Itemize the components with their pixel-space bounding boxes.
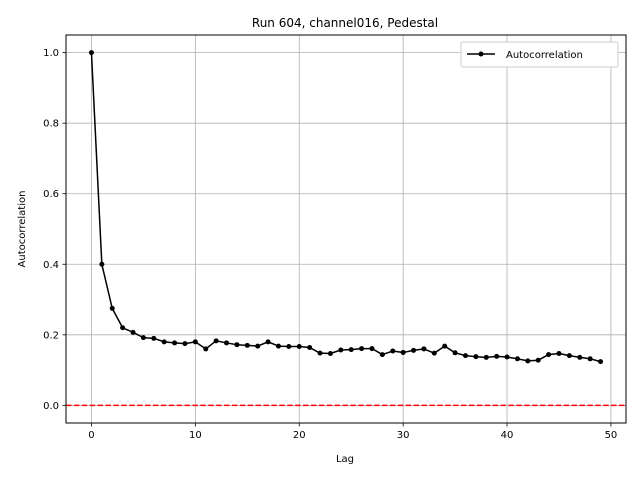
- data-point: [598, 359, 604, 365]
- data-point: [88, 50, 94, 56]
- x-axis-label: Lag: [336, 454, 354, 465]
- data-point: [172, 340, 178, 346]
- data-point: [483, 354, 489, 360]
- data-point: [452, 350, 458, 356]
- x-tick-label: 20: [293, 430, 306, 441]
- y-tick-label: 0.8: [43, 119, 59, 130]
- x-tick-label: 10: [189, 430, 202, 441]
- data-point: [161, 339, 167, 345]
- data-point: [577, 354, 583, 360]
- data-point: [546, 352, 552, 358]
- y-axis-label: Autocorrelation: [17, 191, 28, 268]
- series-layer: [88, 50, 604, 365]
- data-point: [203, 346, 209, 352]
- data-point: [182, 341, 188, 347]
- legend: Autocorrelation: [460, 41, 619, 68]
- data-point: [307, 345, 313, 351]
- chart-title: Run 604, channel016, Pedestal: [252, 16, 438, 30]
- data-point: [566, 353, 572, 359]
- legend-box: [460, 41, 619, 68]
- data-point: [504, 354, 510, 360]
- data-point: [535, 357, 541, 363]
- data-point: [99, 261, 105, 267]
- x-axis-ticks: 0 10 20 30 40 50: [88, 423, 617, 441]
- x-tick-label: 30: [397, 430, 410, 441]
- data-point: [525, 358, 531, 364]
- data-point: [390, 348, 396, 354]
- data-point: [120, 325, 126, 331]
- legend-marker: [478, 51, 484, 57]
- data-point: [462, 353, 468, 359]
- data-point: [400, 349, 406, 355]
- data-point: [338, 347, 344, 353]
- data-point: [421, 346, 427, 352]
- y-tick-label: 0.0: [43, 401, 59, 412]
- data-point: [442, 343, 448, 349]
- y-tick-label: 0.2: [43, 330, 59, 341]
- y-tick-label: 0.4: [43, 260, 59, 271]
- grid: [66, 35, 626, 423]
- x-tick-label: 50: [605, 430, 618, 441]
- data-point: [224, 340, 230, 346]
- data-point: [369, 346, 375, 352]
- data-point: [359, 346, 365, 352]
- data-point: [587, 356, 593, 362]
- data-point: [275, 343, 281, 349]
- data-point: [556, 351, 562, 357]
- data-point: [296, 343, 302, 349]
- plot-frame: [65, 34, 627, 424]
- data-point: [192, 339, 198, 345]
- data-point: [348, 347, 354, 353]
- data-point: [317, 350, 323, 356]
- data-point: [140, 335, 146, 341]
- data-point: [286, 343, 292, 349]
- data-point: [411, 347, 417, 353]
- data-point: [494, 353, 500, 359]
- data-point: [151, 335, 157, 341]
- data-point: [244, 342, 250, 348]
- y-tick-label: 0.6: [43, 189, 59, 200]
- data-point: [514, 356, 520, 362]
- data-point: [431, 350, 437, 356]
- data-point: [213, 338, 219, 344]
- x-tick-label: 40: [501, 430, 514, 441]
- data-point: [327, 351, 333, 357]
- data-point: [109, 305, 115, 311]
- y-tick-label: 1.0: [43, 48, 59, 59]
- data-point: [379, 352, 385, 358]
- data-point: [234, 342, 240, 348]
- x-tick-label: 0: [88, 430, 94, 441]
- data-point: [255, 343, 261, 349]
- data-point: [473, 354, 479, 360]
- y-axis-ticks: 0.0 0.2 0.4 0.6 0.8 1.0: [43, 48, 66, 412]
- data-point: [130, 329, 136, 335]
- legend-label: Autocorrelation: [506, 50, 583, 61]
- data-point: [265, 339, 271, 345]
